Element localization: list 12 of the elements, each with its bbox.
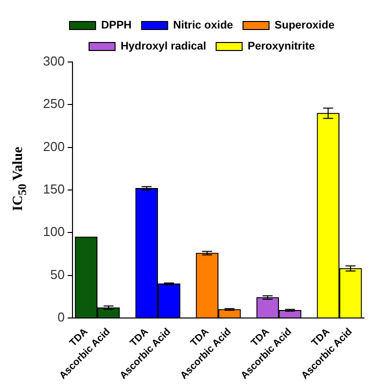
legend-label: DPPH	[101, 20, 132, 32]
y-tick-label: 0	[57, 310, 65, 325]
y-tick-label: 200	[42, 138, 65, 154]
y-tick-label: 100	[42, 224, 65, 240]
y-tick-label: 250	[42, 96, 65, 112]
legend-label: Peroxynitrite	[248, 40, 315, 53]
y-tick-label: 300	[42, 54, 65, 69]
legend-label: Superoxide	[274, 20, 334, 32]
y-tick-label: 50	[50, 266, 65, 282]
y-tick-label: 150	[42, 182, 65, 197]
legend-label: Hydroxyl radical	[120, 40, 206, 53]
legend-label: Nitric oxide	[173, 20, 234, 32]
